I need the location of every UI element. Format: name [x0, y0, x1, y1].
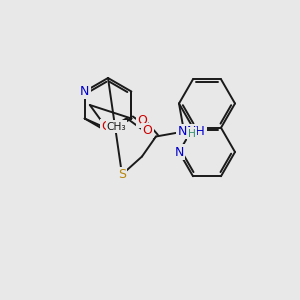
Text: N: N: [174, 146, 184, 158]
Text: N: N: [174, 146, 184, 158]
Text: CH₃: CH₃: [106, 122, 126, 131]
Text: O: O: [137, 114, 147, 127]
Text: S: S: [118, 168, 126, 181]
Text: O: O: [101, 120, 111, 133]
Text: NH: NH: [187, 125, 206, 138]
Text: N: N: [80, 85, 89, 98]
Text: H: H: [188, 128, 196, 139]
Text: N: N: [177, 125, 187, 138]
Text: O: O: [142, 124, 152, 137]
